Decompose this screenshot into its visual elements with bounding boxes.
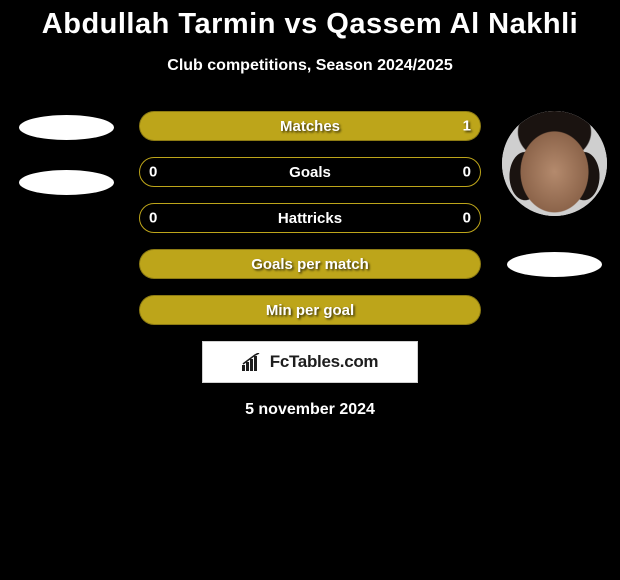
stat-pill: Min per goal	[139, 295, 481, 325]
stat-row-matches: Matches 1	[139, 111, 481, 141]
player-right-placeholder-oval	[507, 252, 602, 277]
content: Matches 1 Goals 0 0 Hattricks 0 0	[0, 111, 620, 419]
stat-value-right: 1	[463, 118, 471, 135]
stat-value-right: 0	[463, 164, 471, 181]
player-left-placeholder-oval	[19, 170, 114, 195]
comparison-card: Abdullah Tarmin vs Qassem Al Nakhli Club…	[0, 0, 620, 580]
player-right-column	[494, 111, 614, 277]
stat-value-left: 0	[149, 164, 157, 181]
stat-label: Goals per match	[251, 256, 369, 273]
bar-chart-icon	[242, 353, 264, 371]
stat-label: Goals	[289, 164, 331, 181]
brand-box[interactable]: FcTables.com	[202, 341, 418, 383]
stat-pill: Matches	[139, 111, 481, 141]
player-right-avatar	[502, 111, 607, 216]
stat-value-left: 0	[149, 210, 157, 227]
stat-pill: Hattricks	[139, 203, 481, 233]
stat-label: Hattricks	[278, 210, 342, 227]
player-left-column	[6, 111, 126, 195]
stat-value-right: 0	[463, 210, 471, 227]
stat-row-goals: Goals 0 0	[139, 157, 481, 187]
page-title: Abdullah Tarmin vs Qassem Al Nakhli	[0, 0, 620, 41]
stat-row-hattricks: Hattricks 0 0	[139, 203, 481, 233]
stat-pill: Goals per match	[139, 249, 481, 279]
snapshot-date: 5 november 2024	[0, 401, 620, 419]
stats-list: Matches 1 Goals 0 0 Hattricks 0 0	[139, 111, 481, 325]
season-subtitle: Club competitions, Season 2024/2025	[0, 57, 620, 75]
brand-text: FcTables.com	[270, 352, 379, 372]
stat-label: Matches	[280, 118, 340, 135]
stat-label: Min per goal	[266, 302, 354, 319]
player-left-placeholder-oval	[19, 115, 114, 140]
stat-row-goals-per-match: Goals per match	[139, 249, 481, 279]
stat-row-min-per-goal: Min per goal	[139, 295, 481, 325]
stat-pill: Goals	[139, 157, 481, 187]
